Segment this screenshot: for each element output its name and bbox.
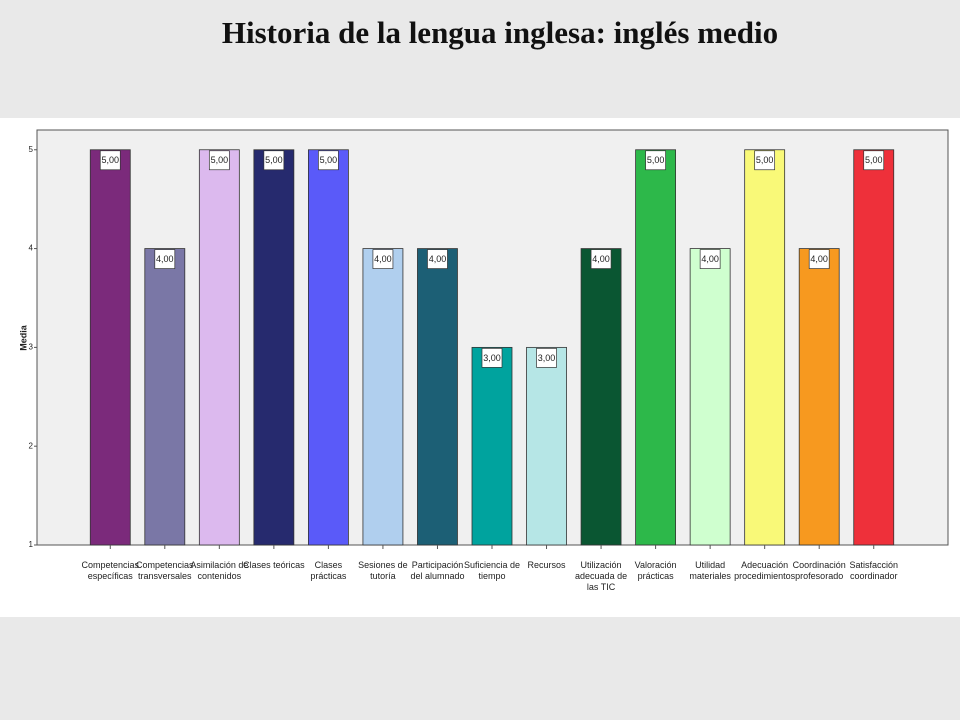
value-label: 4,00 <box>156 254 174 264</box>
x-tick-label-line: Participación <box>412 560 464 570</box>
x-tick-label-line: Sesiones de <box>358 560 408 570</box>
x-tick-label-line: Valoración <box>635 560 677 570</box>
value-label: 5,00 <box>756 155 774 165</box>
value-label-box <box>536 348 557 368</box>
x-tick-label-line: Adecuación <box>741 560 788 570</box>
x-tick-label: Clases teóricas <box>243 560 305 570</box>
x-tick-label: Satisfacción coordinador <box>849 560 898 581</box>
x-tick-label: Utilidad materiales <box>689 560 731 581</box>
x-tick-label: Valoración prácticas <box>635 560 677 581</box>
bar <box>417 248 458 546</box>
value-label: 4,00 <box>810 254 828 264</box>
y-tick-label: 1 <box>29 540 34 549</box>
bar <box>798 248 840 546</box>
x-tick-label: Coordinación profesorado <box>793 560 846 581</box>
x-tick-label: Asimilación de contenidos <box>190 560 248 581</box>
value-label: 5,00 <box>647 155 665 165</box>
value-label-box <box>645 150 666 171</box>
x-tick-label-line: Recursos <box>528 560 567 570</box>
x-tick-label-line: específicas <box>88 571 134 581</box>
value-label-box <box>754 150 776 171</box>
value-label: 5,00 <box>211 155 229 165</box>
value-label-box <box>208 150 230 171</box>
value-label-box <box>590 249 612 269</box>
x-tick-label-line: las TIC <box>587 582 616 592</box>
x-tick-label: Adecuación procedimientos <box>734 560 796 581</box>
x-tick-label-line: Competencias <box>136 560 194 570</box>
x-tick-label-line: del alumnado <box>410 571 464 581</box>
value-label: 5,00 <box>320 155 338 165</box>
y-tick-label: 2 <box>29 441 34 450</box>
bar <box>471 346 513 546</box>
x-tick-label-line: prácticas <box>638 571 675 581</box>
x-tick-label-line: profesorado <box>795 571 843 581</box>
x-tick-label: Utilización adecuada de las TIC <box>575 560 627 592</box>
value-label: 3,00 <box>538 353 556 363</box>
x-tick-label-line: Asimilación de <box>190 560 248 570</box>
x-tick-label-line: coordinador <box>850 571 898 581</box>
value-label: 4,00 <box>701 254 719 264</box>
value-label-box <box>154 249 176 269</box>
x-tick-label: Competencias específicas <box>82 560 140 581</box>
y-tick-label: 5 <box>29 145 34 154</box>
bar <box>580 248 622 546</box>
value-label-box <box>263 150 285 171</box>
x-tick-label-line: Clases teóricas <box>243 560 305 570</box>
x-tick-label: Sesiones de tutoría <box>358 560 408 581</box>
x-tick-label: Clases prácticas <box>310 560 347 581</box>
y-axis-label: Media <box>18 324 28 351</box>
bar <box>307 149 349 546</box>
bar <box>198 149 240 546</box>
value-label: 4,00 <box>592 254 610 264</box>
value-label-box <box>481 348 503 368</box>
bar <box>526 346 567 546</box>
value-label-box <box>427 249 448 269</box>
bar <box>362 248 404 546</box>
value-label: 5,00 <box>865 155 883 165</box>
x-tick-label: Competencias transversales <box>136 560 194 581</box>
bar <box>853 149 895 546</box>
value-label-box <box>318 150 339 171</box>
value-label-box <box>372 249 394 269</box>
x-tick-label-line: tutoría <box>370 571 396 581</box>
y-tick-label: 4 <box>29 244 34 253</box>
value-label-box <box>699 249 721 269</box>
bar <box>744 149 786 546</box>
x-tick-label: Recursos <box>528 560 567 570</box>
x-tick-label-line: materiales <box>689 571 731 581</box>
x-tick-label-line: Suficiencia de <box>464 560 520 570</box>
bar <box>635 149 676 546</box>
value-label-box <box>863 150 885 171</box>
x-tick-label-line: prácticas <box>310 571 347 581</box>
value-label: 4,00 <box>374 254 392 264</box>
x-tick-label-line: Satisfacción <box>849 560 898 570</box>
bar <box>144 248 186 546</box>
y-tick-label: 3 <box>29 342 34 351</box>
x-tick-label-line: Utilización <box>581 560 622 570</box>
x-tick-label: Suficiencia de tiempo <box>464 560 520 581</box>
chart-title: Historia de la lengua inglesa: inglés me… <box>222 15 778 50</box>
x-tick-label-line: Competencias <box>82 560 140 570</box>
value-label: 3,00 <box>483 353 501 363</box>
value-label: 5,00 <box>265 155 283 165</box>
bar <box>253 149 295 546</box>
value-label-box <box>99 150 121 171</box>
x-tick-label-line: adecuada de <box>575 571 627 581</box>
value-label: 4,00 <box>429 254 447 264</box>
value-label-box <box>808 249 830 269</box>
x-tick-label-line: procedimientos <box>734 571 796 581</box>
x-tick-label-line: tiempo <box>478 571 505 581</box>
x-tick-label: Participación del alumnado <box>410 560 464 581</box>
value-label: 5,00 <box>102 155 120 165</box>
x-tick-label-line: transversales <box>138 571 192 581</box>
x-tick-label-line: Clases <box>315 560 343 570</box>
x-tick-label-line: contenidos <box>198 571 242 581</box>
x-tick-label-line: Utilidad <box>695 560 725 570</box>
bar <box>689 248 731 546</box>
bar <box>89 149 131 546</box>
x-tick-label-line: Coordinación <box>793 560 846 570</box>
